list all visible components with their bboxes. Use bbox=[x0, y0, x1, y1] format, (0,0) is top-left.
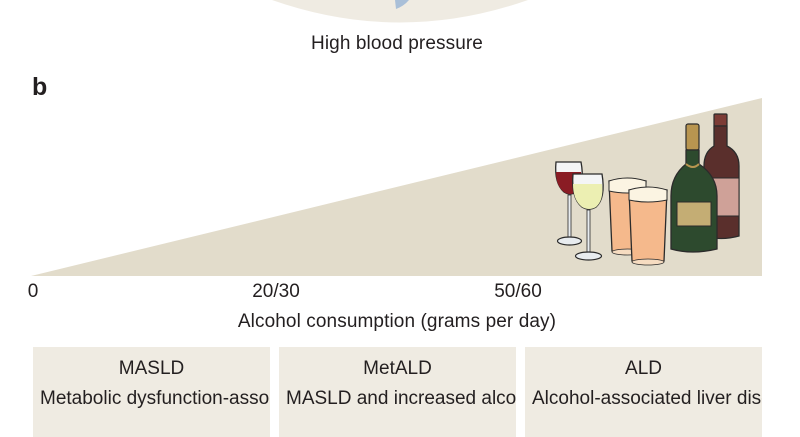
beer-pint-icon bbox=[628, 186, 668, 266]
category-title: MASLD bbox=[118, 358, 185, 379]
category-box-metald: MetALD MASLD and increased alcohol intak… bbox=[279, 347, 516, 437]
axis-tick-0: 0 bbox=[27, 281, 39, 302]
axis-title: Alcohol consumption (grams per day) bbox=[237, 311, 557, 332]
panel-a-fragment bbox=[0, 0, 800, 70]
axis-tick-50-60: 50/60 bbox=[494, 281, 542, 302]
champagne-bottle-icon bbox=[670, 123, 718, 253]
panel-a-caption: High blood pressure bbox=[311, 33, 483, 54]
panel-b-label: b bbox=[32, 73, 48, 101]
category-description: Alcohol-associated liver disease bbox=[532, 388, 762, 409]
axis-tick-20-30: 20/30 bbox=[252, 281, 300, 302]
category-box-masld: MASLD Metabolic dysfunction-associated s… bbox=[33, 347, 270, 437]
consumption-wedge-illustration bbox=[31, 98, 762, 276]
white-wine-glass-icon bbox=[572, 173, 604, 261]
blood-drop-icon bbox=[395, 0, 409, 9]
category-description: MASLD and increased alcohol intake bbox=[286, 388, 516, 409]
category-box-ald: ALD Alcohol-associated liver disease bbox=[525, 347, 762, 437]
category-description: Metabolic dysfunction-associated steatot… bbox=[40, 388, 270, 409]
panel-a-circle bbox=[272, 0, 528, 23]
consumption-wedge bbox=[31, 98, 762, 276]
category-title: MetALD bbox=[363, 358, 432, 379]
category-title: ALD bbox=[625, 358, 662, 379]
